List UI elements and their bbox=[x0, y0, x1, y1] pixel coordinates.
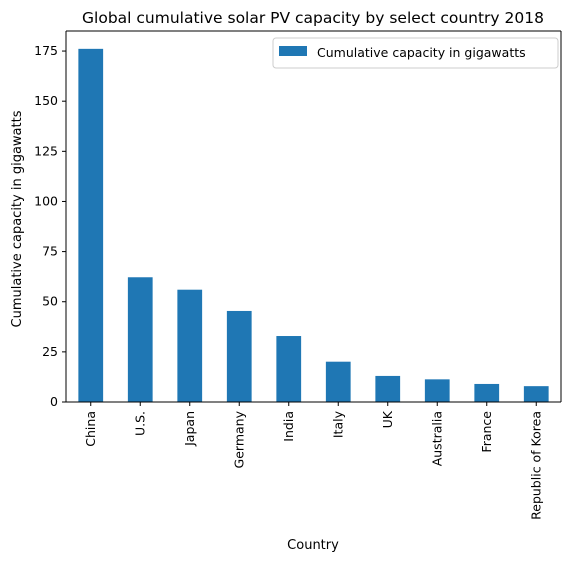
y-tick-label: 0 bbox=[50, 394, 58, 409]
bar-germany bbox=[226, 310, 252, 402]
x-tick-label-u-s-: U.S. bbox=[132, 411, 147, 436]
y-axis-label: Cumulative capacity in gigawatts bbox=[10, 110, 25, 327]
y-tick-label: 100 bbox=[34, 193, 58, 208]
x-axis-label: Country bbox=[287, 538, 339, 553]
x-tick-label-france: France bbox=[479, 411, 494, 453]
bar-italy bbox=[325, 361, 351, 402]
bar-republic-of-korea bbox=[523, 386, 549, 402]
x-tick-label-india: India bbox=[281, 411, 296, 442]
legend-swatch bbox=[279, 46, 307, 56]
legend-label: Cumulative capacity in gigawatts bbox=[317, 45, 526, 60]
bar-india bbox=[276, 336, 302, 402]
y-tick-label: 125 bbox=[34, 143, 58, 158]
legend: Cumulative capacity in gigawatts bbox=[272, 37, 559, 69]
plot-area: 0 25 50 75 100 125 150 175 China U.S. Japan Germany… bbox=[34, 30, 562, 520]
x-tick-label-germany: Germany bbox=[231, 410, 246, 468]
y-tick-label: 75 bbox=[42, 244, 58, 259]
y-tick-label: 25 bbox=[42, 344, 58, 359]
bar-u-s- bbox=[127, 277, 153, 402]
y-tick-label: 50 bbox=[42, 294, 58, 309]
bar-australia bbox=[424, 379, 450, 402]
x-tick-label-china: China bbox=[83, 411, 98, 447]
x-tick-label-italy: Italy bbox=[330, 410, 345, 438]
bar-china bbox=[78, 48, 104, 402]
bar-japan bbox=[177, 289, 203, 402]
y-tick-label: 175 bbox=[34, 43, 58, 58]
legend-frame bbox=[272, 37, 559, 69]
x-tick-label-australia: Australia bbox=[429, 411, 444, 466]
y-tick-label: 150 bbox=[34, 93, 58, 108]
bar-uk bbox=[375, 375, 401, 402]
chart-title: Global cumulative solar PV capacity by s… bbox=[82, 9, 544, 27]
x-tick-label-uk: UK bbox=[380, 410, 395, 428]
x-tick-label-japan: Japan bbox=[182, 411, 197, 447]
bar-france bbox=[474, 383, 500, 402]
x-tick-label-republic-of-korea: Republic of Korea bbox=[528, 411, 543, 520]
